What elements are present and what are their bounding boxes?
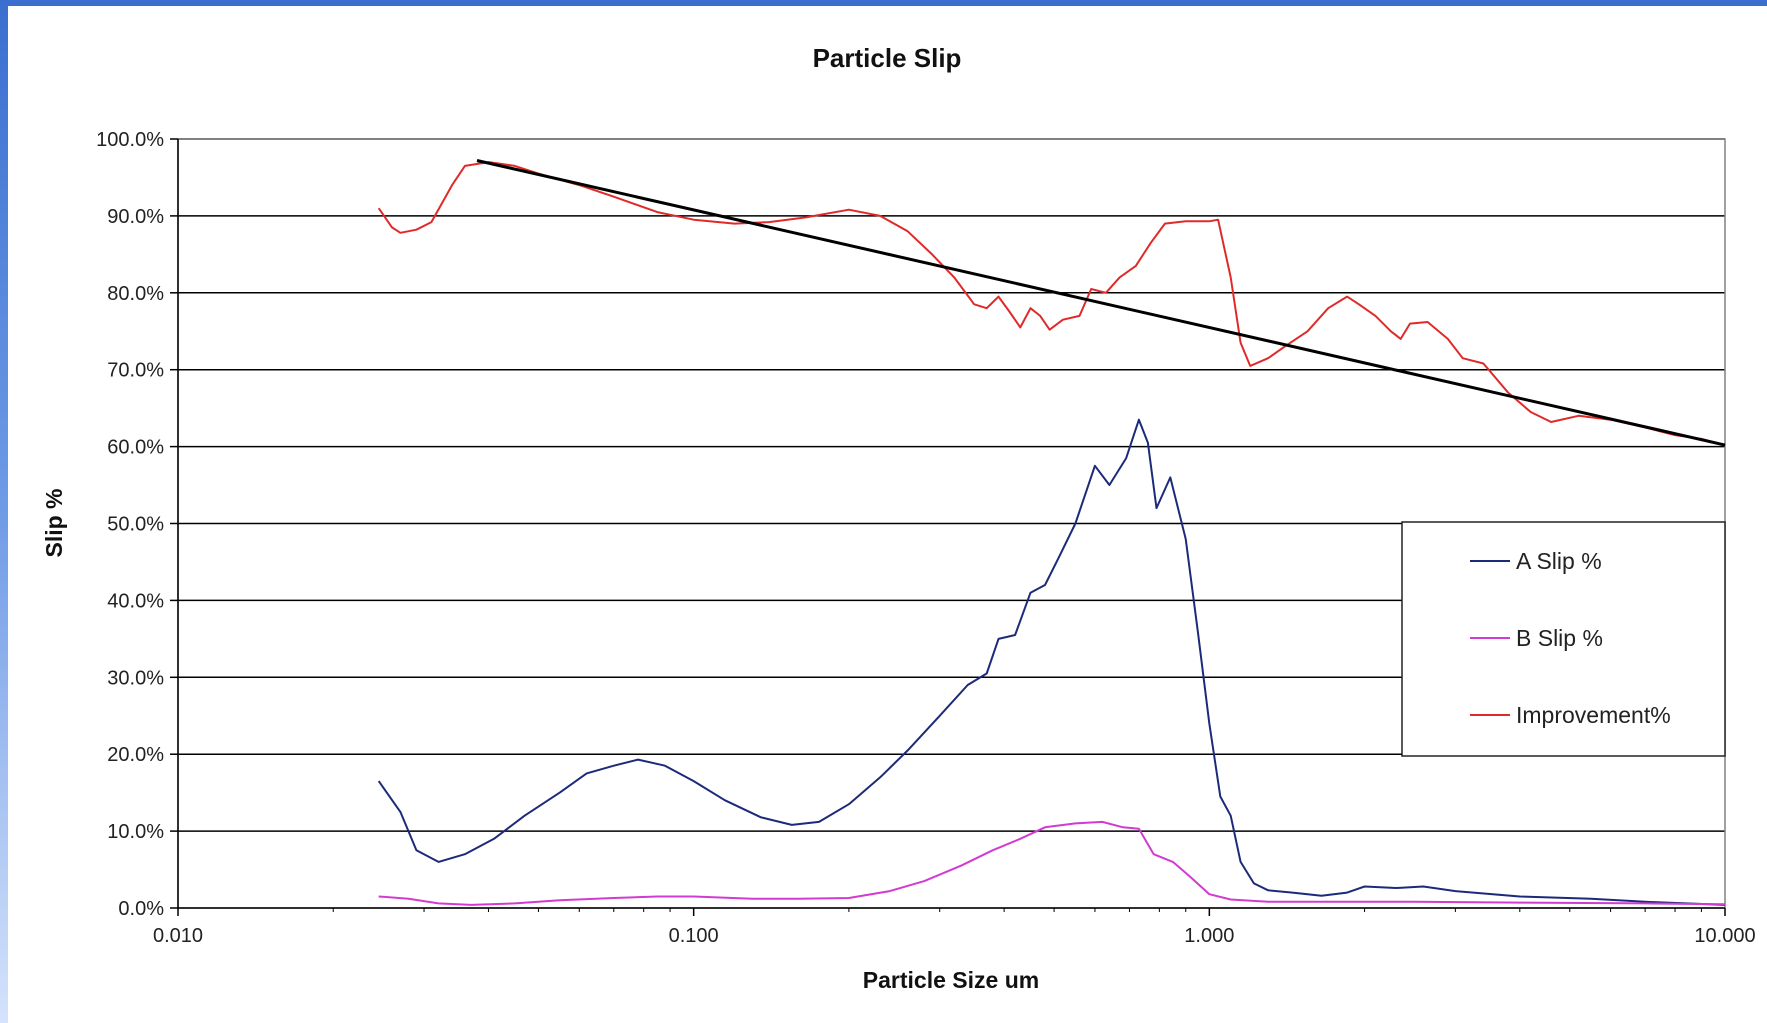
y-tick-label: 50.0% [107, 514, 164, 536]
series-line-1 [377, 418, 1726, 906]
legend-label: B Slip % [1516, 625, 1603, 651]
y-tick-label: 80.0% [107, 283, 164, 305]
window-frame-left [0, 0, 8, 1023]
y-axis-title: Slip % [41, 488, 67, 557]
window-frame-top [0, 0, 1767, 6]
legend: A Slip % B Slip % Improvement% [1401, 521, 1726, 757]
x-tick-label: 0.100 [669, 925, 719, 947]
axes: 0.0% 10.0% 20.0% 30.0% 40.0% 50.0% 60.0% 70.0% 8… [96, 129, 1755, 947]
y-tick-label: 90.0% [107, 206, 164, 228]
legend-label: A Slip % [1516, 548, 1602, 574]
series-line-3 [377, 161, 1726, 447]
y-tick-label: 30.0% [107, 667, 164, 689]
series-lines [377, 159, 1726, 906]
y-tick-label: 60.0% [107, 437, 164, 459]
chart-title: Particle Slip [813, 43, 962, 73]
x-tick-label: 1.000 [1184, 925, 1234, 947]
y-tick-label: 70.0% [107, 360, 164, 382]
trendline [476, 159, 1726, 447]
y-tick-label: 10.0% [107, 821, 164, 843]
legend-box [1401, 521, 1726, 757]
y-tick-label: 0.0% [118, 898, 164, 920]
x-axis-title: Particle Size um [863, 967, 1039, 993]
x-tick-label: 0.010 [153, 925, 203, 947]
y-tick-label: 100.0% [96, 129, 164, 151]
y-tick-label: 20.0% [107, 744, 164, 766]
x-tick-label: 10.000 [1694, 925, 1755, 947]
legend-label: Improvement% [1516, 702, 1671, 728]
series-line-2 [378, 820, 1726, 906]
y-tick-label: 40.0% [107, 590, 164, 612]
